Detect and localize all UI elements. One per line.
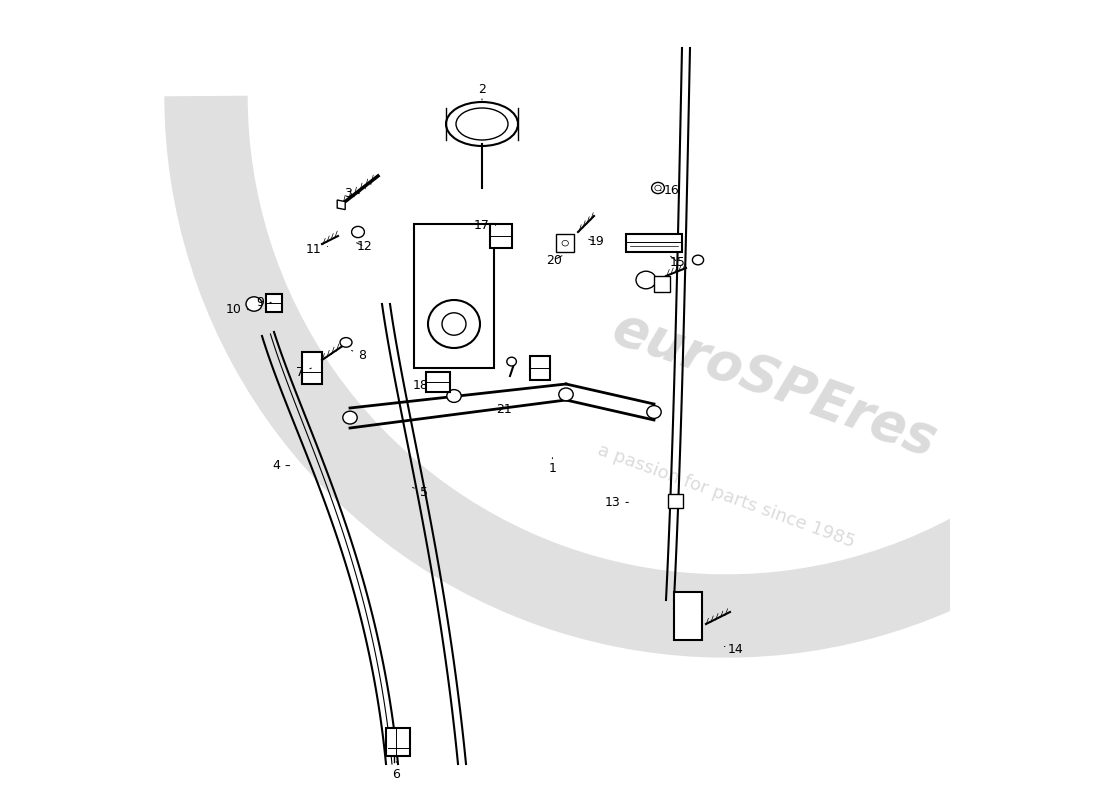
Ellipse shape (428, 300, 480, 348)
Text: 5: 5 (412, 486, 428, 498)
Ellipse shape (654, 186, 661, 190)
Bar (426, 372, 450, 392)
Text: 8: 8 (352, 350, 366, 362)
Ellipse shape (340, 338, 352, 347)
Text: 9: 9 (256, 296, 272, 309)
Ellipse shape (559, 388, 573, 401)
Ellipse shape (246, 297, 262, 311)
Polygon shape (338, 200, 345, 210)
Bar (302, 352, 322, 384)
Ellipse shape (507, 357, 516, 366)
Bar (626, 234, 682, 252)
Bar (557, 234, 574, 252)
Ellipse shape (562, 241, 569, 246)
Text: 13: 13 (605, 496, 628, 509)
Ellipse shape (446, 102, 518, 146)
Text: 10: 10 (227, 303, 249, 316)
Text: 15: 15 (670, 256, 686, 269)
Text: 14: 14 (725, 643, 744, 656)
Text: 17: 17 (474, 219, 496, 232)
Text: 6: 6 (393, 762, 400, 781)
Text: 16: 16 (660, 184, 680, 197)
Ellipse shape (636, 271, 656, 289)
Ellipse shape (343, 411, 358, 424)
Text: 18: 18 (412, 379, 434, 392)
Text: 21: 21 (496, 403, 516, 416)
Ellipse shape (447, 390, 461, 402)
Ellipse shape (456, 108, 508, 140)
Text: a passion for parts since 1985: a passion for parts since 1985 (595, 441, 857, 551)
Bar (654, 276, 670, 292)
Text: 11: 11 (306, 243, 328, 256)
Text: 7: 7 (296, 366, 311, 378)
Text: 19: 19 (588, 235, 604, 248)
Ellipse shape (352, 226, 364, 238)
Bar (669, 494, 683, 508)
Ellipse shape (651, 182, 664, 194)
Ellipse shape (647, 406, 661, 418)
Ellipse shape (442, 313, 466, 335)
Text: 2: 2 (478, 83, 486, 100)
Ellipse shape (692, 255, 704, 265)
Bar (490, 224, 513, 248)
Text: euroSPEres: euroSPEres (605, 302, 943, 466)
Bar (386, 728, 410, 756)
Text: 12: 12 (356, 240, 372, 253)
Text: 4: 4 (273, 459, 289, 472)
Bar (414, 224, 494, 368)
Text: 1: 1 (549, 458, 557, 474)
Text: 20: 20 (546, 254, 562, 266)
Bar (530, 356, 550, 380)
Text: 3: 3 (344, 187, 360, 200)
Bar (266, 294, 282, 312)
Polygon shape (674, 592, 702, 640)
